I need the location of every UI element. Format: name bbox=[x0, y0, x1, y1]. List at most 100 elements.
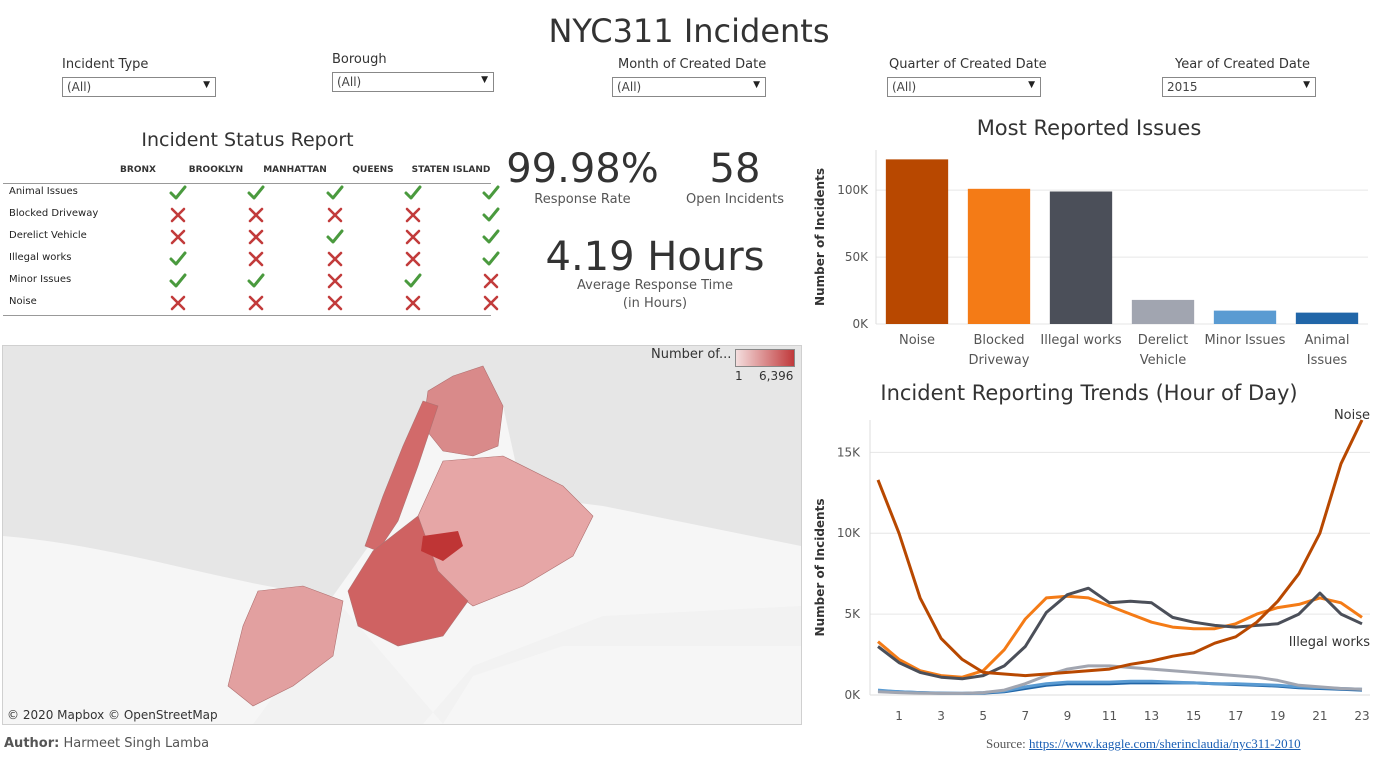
bar-category-label: Derelict bbox=[1138, 333, 1189, 348]
avg-response-unit: (in Hours) bbox=[622, 296, 688, 311]
bar-y-axis-label: Number of Incidents bbox=[813, 168, 827, 306]
status-row: Illegal works bbox=[3, 248, 500, 270]
cross-icon bbox=[405, 229, 421, 245]
dashboard-title: NYC311 Incidents bbox=[548, 12, 830, 50]
line-x-tick-label: 7 bbox=[1021, 709, 1029, 723]
open-incidents-value: 58 bbox=[709, 146, 761, 192]
bar-y-tick-label: 50K bbox=[845, 250, 869, 264]
source-prefix: Source: bbox=[986, 736, 1026, 751]
response-rate-value: 99.98% bbox=[506, 146, 659, 192]
map-region-bronx[interactable] bbox=[422, 365, 504, 457]
bar-blocked-driveway[interactable] bbox=[967, 188, 1031, 324]
status-row: Blocked Driveway bbox=[3, 204, 500, 226]
status-column-header: BRONX bbox=[120, 165, 156, 175]
incident-type-select[interactable]: (All) ▼ bbox=[62, 77, 216, 97]
cross-icon bbox=[248, 251, 264, 267]
map-canvas: © 2020 Mapbox © OpenStreetMap bbox=[3, 346, 801, 724]
cross-icon bbox=[248, 207, 264, 223]
source-link[interactable]: https://www.kaggle.com/sherinclaudia/nyc… bbox=[1028, 736, 1301, 751]
line-x-tick-label: 23 bbox=[1354, 709, 1369, 723]
line-x-tick-label: 11 bbox=[1102, 709, 1117, 723]
month-value: (All) bbox=[617, 80, 642, 94]
status-row-label: Derelict Vehicle bbox=[9, 230, 87, 241]
bar-category-label: Illegal works bbox=[1040, 333, 1121, 348]
response-rate-label: Response Rate bbox=[534, 192, 631, 207]
cross-icon bbox=[327, 207, 343, 223]
status-column-header: QUEENS bbox=[352, 165, 394, 175]
status-row-label: Noise bbox=[9, 296, 37, 307]
check-icon bbox=[247, 185, 265, 200]
bar-noise[interactable] bbox=[885, 159, 949, 324]
check-icon bbox=[169, 251, 187, 266]
bar-category-label: Blocked bbox=[974, 333, 1025, 348]
cross-icon bbox=[405, 295, 421, 311]
borough-select[interactable]: (All) ▼ bbox=[332, 72, 494, 92]
chevron-down-icon: ▼ bbox=[753, 80, 760, 90]
line-series-illegal-works[interactable] bbox=[877, 586, 1363, 681]
status-header-divider bbox=[3, 183, 491, 184]
bar-minor-issues[interactable] bbox=[1213, 310, 1277, 324]
check-icon bbox=[482, 251, 500, 266]
author-name: Harmeet Singh Lamba bbox=[63, 736, 210, 751]
line-series-noise[interactable] bbox=[876, 419, 1364, 678]
bar-category-label: Minor Issues bbox=[1205, 333, 1286, 348]
line-x-tick-label: 3 bbox=[937, 709, 945, 723]
status-row: Minor Issues bbox=[3, 270, 499, 292]
bar-chart: 0K 50K 100K Number of Incidents Noise Blocked… bbox=[813, 150, 1368, 368]
status-row-label: Blocked Driveway bbox=[9, 208, 99, 219]
line-y-tick-label: 5K bbox=[844, 607, 861, 621]
avg-response-label: Average Response Time bbox=[577, 278, 733, 293]
chevron-down-icon: ▼ bbox=[1303, 80, 1310, 90]
month-select[interactable]: (All) ▼ bbox=[612, 77, 766, 97]
line-x-tick-label: 19 bbox=[1270, 709, 1285, 723]
author-prefix: Author: bbox=[4, 736, 60, 751]
bar-category-label: Driveway bbox=[969, 353, 1030, 368]
line-series[interactable] bbox=[877, 594, 1363, 679]
bar-category-label: Issues bbox=[1307, 353, 1348, 368]
bar-illegal-works[interactable] bbox=[1049, 191, 1113, 324]
chevron-down-icon: ▼ bbox=[481, 75, 488, 85]
map-region-hotspot[interactable] bbox=[421, 531, 463, 561]
line-x-tick-label: 9 bbox=[1064, 709, 1072, 723]
cross-icon bbox=[405, 207, 421, 223]
status-row-label: Animal Issues bbox=[9, 186, 78, 197]
cross-icon bbox=[248, 229, 264, 245]
bar-derelict-vehicle[interactable] bbox=[1131, 299, 1195, 324]
status-report-table: BRONX BROOKLYN MANHATTAN QUEENS STATEN ISLAN… bbox=[3, 160, 500, 320]
bar-category-label: Noise bbox=[899, 333, 935, 348]
map-legend-min: 1 bbox=[735, 369, 743, 383]
map-region-staten-island[interactable] bbox=[227, 585, 344, 707]
choropleth-map[interactable]: © 2020 Mapbox © OpenStreetMap Number of.… bbox=[2, 345, 802, 725]
filter-label-incident-type: Incident Type bbox=[62, 57, 149, 72]
chevron-down-icon: ▼ bbox=[203, 80, 210, 90]
map-legend-title: Number of... bbox=[651, 347, 732, 362]
bar-category-label: Vehicle bbox=[1140, 353, 1187, 368]
bar-y-tick-label: 0K bbox=[852, 317, 869, 331]
status-row: Derelict Vehicle bbox=[3, 226, 500, 248]
line-y-tick-label: 15K bbox=[837, 445, 861, 459]
cross-icon bbox=[483, 295, 499, 311]
chevron-down-icon: ▼ bbox=[1028, 80, 1035, 90]
borough-value: (All) bbox=[337, 75, 362, 89]
map-legend-max: 6,396 bbox=[759, 369, 794, 383]
open-incidents-label: Open Incidents bbox=[685, 192, 785, 207]
line-chart-title: Incident Reporting Trends (Hour of Day) bbox=[880, 381, 1298, 405]
check-icon bbox=[169, 273, 187, 288]
check-icon bbox=[326, 185, 344, 200]
quarter-select[interactable]: (All) ▼ bbox=[887, 77, 1041, 97]
cross-icon bbox=[327, 273, 343, 289]
map-legend-gradient bbox=[735, 349, 795, 367]
quarter-value: (All) bbox=[892, 80, 917, 94]
check-icon bbox=[247, 273, 265, 288]
line-y-tick-label: 10K bbox=[837, 526, 861, 540]
year-select[interactable]: 2015 ▼ bbox=[1162, 77, 1316, 97]
bar-animal-issues[interactable] bbox=[1295, 312, 1359, 324]
avg-response-value: 4.19 Hours bbox=[545, 234, 765, 280]
water-bay bbox=[253, 596, 801, 724]
status-row: Animal Issues bbox=[3, 182, 500, 204]
line-series[interactable] bbox=[877, 664, 1363, 695]
cross-icon bbox=[170, 229, 186, 245]
cross-icon bbox=[327, 295, 343, 311]
map-region-brooklyn[interactable] bbox=[347, 515, 469, 647]
